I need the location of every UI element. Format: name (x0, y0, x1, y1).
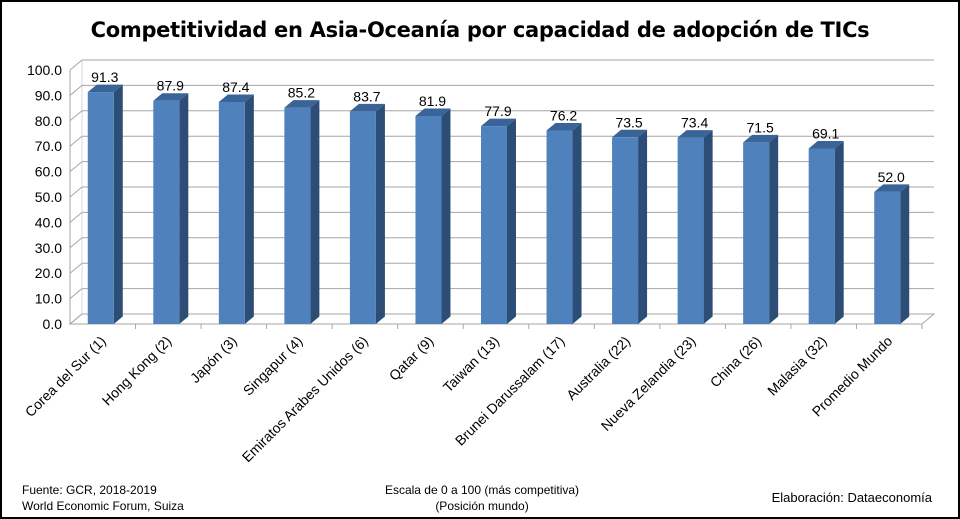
x-tick-label: Malasia (32) (764, 333, 830, 399)
bar-top (415, 108, 451, 116)
x-tick-label: Taiwan (13) (440, 333, 502, 395)
x-tick-label: China (26) (707, 333, 765, 391)
x-tick-label: Hong Kong (2) (99, 333, 175, 409)
x-tick-label: Singapur (4) (240, 333, 306, 399)
scale-note: Escala de 0 a 100 (más competitiva) (Pos… (382, 482, 582, 514)
bar (218, 102, 245, 324)
bar-top (153, 93, 189, 101)
bar-side (244, 94, 254, 324)
bar-top (808, 140, 844, 149)
bar-side (310, 100, 320, 324)
bar-top (612, 129, 648, 138)
data-label: 77.9 (484, 103, 511, 119)
x-tick-label: Japón (3) (187, 333, 240, 386)
source-line-1: Fuente: GCR, 2018-2019 (22, 483, 157, 497)
bar (743, 142, 770, 324)
bar-side (769, 134, 779, 324)
bar-side (375, 103, 385, 324)
bar-side (113, 84, 123, 325)
y-tick-label: 50.0 (35, 189, 62, 205)
bar-side (572, 122, 582, 325)
x-tick-label: Brunei Darussalam (17) (452, 333, 568, 449)
gridline-diagonal (69, 262, 83, 274)
bar-top (481, 118, 516, 127)
y-tick-label: 40.0 (35, 214, 62, 230)
x-tick-label: Corea del Sur (1) (22, 333, 109, 420)
y-tick-label: 20.0 (35, 265, 62, 281)
x-tick-label: Australia (22) (563, 333, 633, 403)
bar-side (638, 129, 648, 324)
gridline-diagonal (69, 161, 83, 172)
y-tick-label: 10.0 (35, 291, 62, 307)
bar (415, 115, 442, 324)
y-tick-label: 0.0 (43, 316, 63, 332)
data-label: 85.2 (288, 85, 315, 101)
bar-chart: 0.0 10.0 20.0 30.0 40.0 50.0 60.0 70.0 80.0 90.0 1… (22, 59, 936, 465)
bar (87, 92, 114, 325)
bar (349, 111, 376, 324)
bar-top (87, 84, 123, 93)
data-label: 91.3 (91, 69, 118, 85)
y-tick-label: 90.0 (35, 87, 62, 103)
bar (284, 107, 311, 324)
gridline-diagonal (69, 110, 83, 122)
gridline-diagonal (69, 288, 83, 299)
bar (677, 137, 704, 324)
bar-side (900, 184, 910, 324)
credit-note: Elaboración: Dataeconomía (771, 490, 932, 505)
gridline-diagonal (69, 313, 83, 325)
gridline-diagonal (69, 135, 83, 147)
x-tick-label: Qatar (9) (386, 333, 437, 384)
data-label: 73.5 (615, 114, 642, 130)
source-line-2: World Economic Forum, Suiza (22, 499, 184, 513)
gridline-diagonal (69, 59, 83, 71)
gridline-diagonal (69, 212, 83, 223)
bar-side (179, 93, 189, 324)
bar-side (834, 140, 844, 324)
bar-top (546, 122, 582, 131)
bar-top (284, 100, 320, 108)
gridline-diagonal (69, 85, 83, 96)
data-label: 83.7 (353, 88, 380, 104)
y-tick-label: 100.0 (27, 62, 62, 78)
y-tick-label: 80.0 (35, 113, 62, 129)
bar-top (677, 130, 713, 138)
data-label: 71.5 (747, 119, 774, 135)
source-note: Fuente: GCR, 2018-2019 World Economic Fo… (22, 482, 184, 514)
data-label: 69.1 (812, 125, 839, 141)
bar-top (743, 134, 779, 143)
scale-line-1: Escala de 0 a 100 (más competitiva) (384, 483, 580, 497)
data-label: 81.9 (419, 93, 446, 109)
bar-top (349, 103, 385, 112)
bar-side (703, 130, 713, 324)
y-tick-label: 70.0 (35, 138, 62, 154)
bar (612, 137, 639, 324)
y-tick-label: 60.0 (35, 164, 62, 180)
bar-top (874, 184, 910, 192)
chart-title: Competitividad en Asia-Oceanía por capac… (90, 18, 870, 42)
bar (153, 100, 180, 324)
bar (481, 126, 507, 324)
bar (546, 130, 573, 324)
bar (874, 191, 901, 324)
y-tick-label: 30.0 (35, 240, 62, 256)
data-label: 87.9 (157, 78, 184, 94)
gridline-diagonal (69, 237, 83, 249)
bar-side (441, 108, 451, 324)
data-label: 87.4 (222, 79, 249, 95)
bar-side (507, 118, 516, 324)
data-label: 52.0 (878, 169, 905, 185)
bar (808, 148, 835, 324)
data-label: 73.4 (681, 115, 708, 131)
gridline-diagonal (69, 186, 83, 198)
bar-top (218, 94, 254, 103)
data-label: 76.2 (550, 107, 577, 123)
scale-line-2: (Posición mundo) (435, 499, 529, 513)
x-tick-label: Emiratos Arabes Unidos (6) (239, 333, 371, 465)
